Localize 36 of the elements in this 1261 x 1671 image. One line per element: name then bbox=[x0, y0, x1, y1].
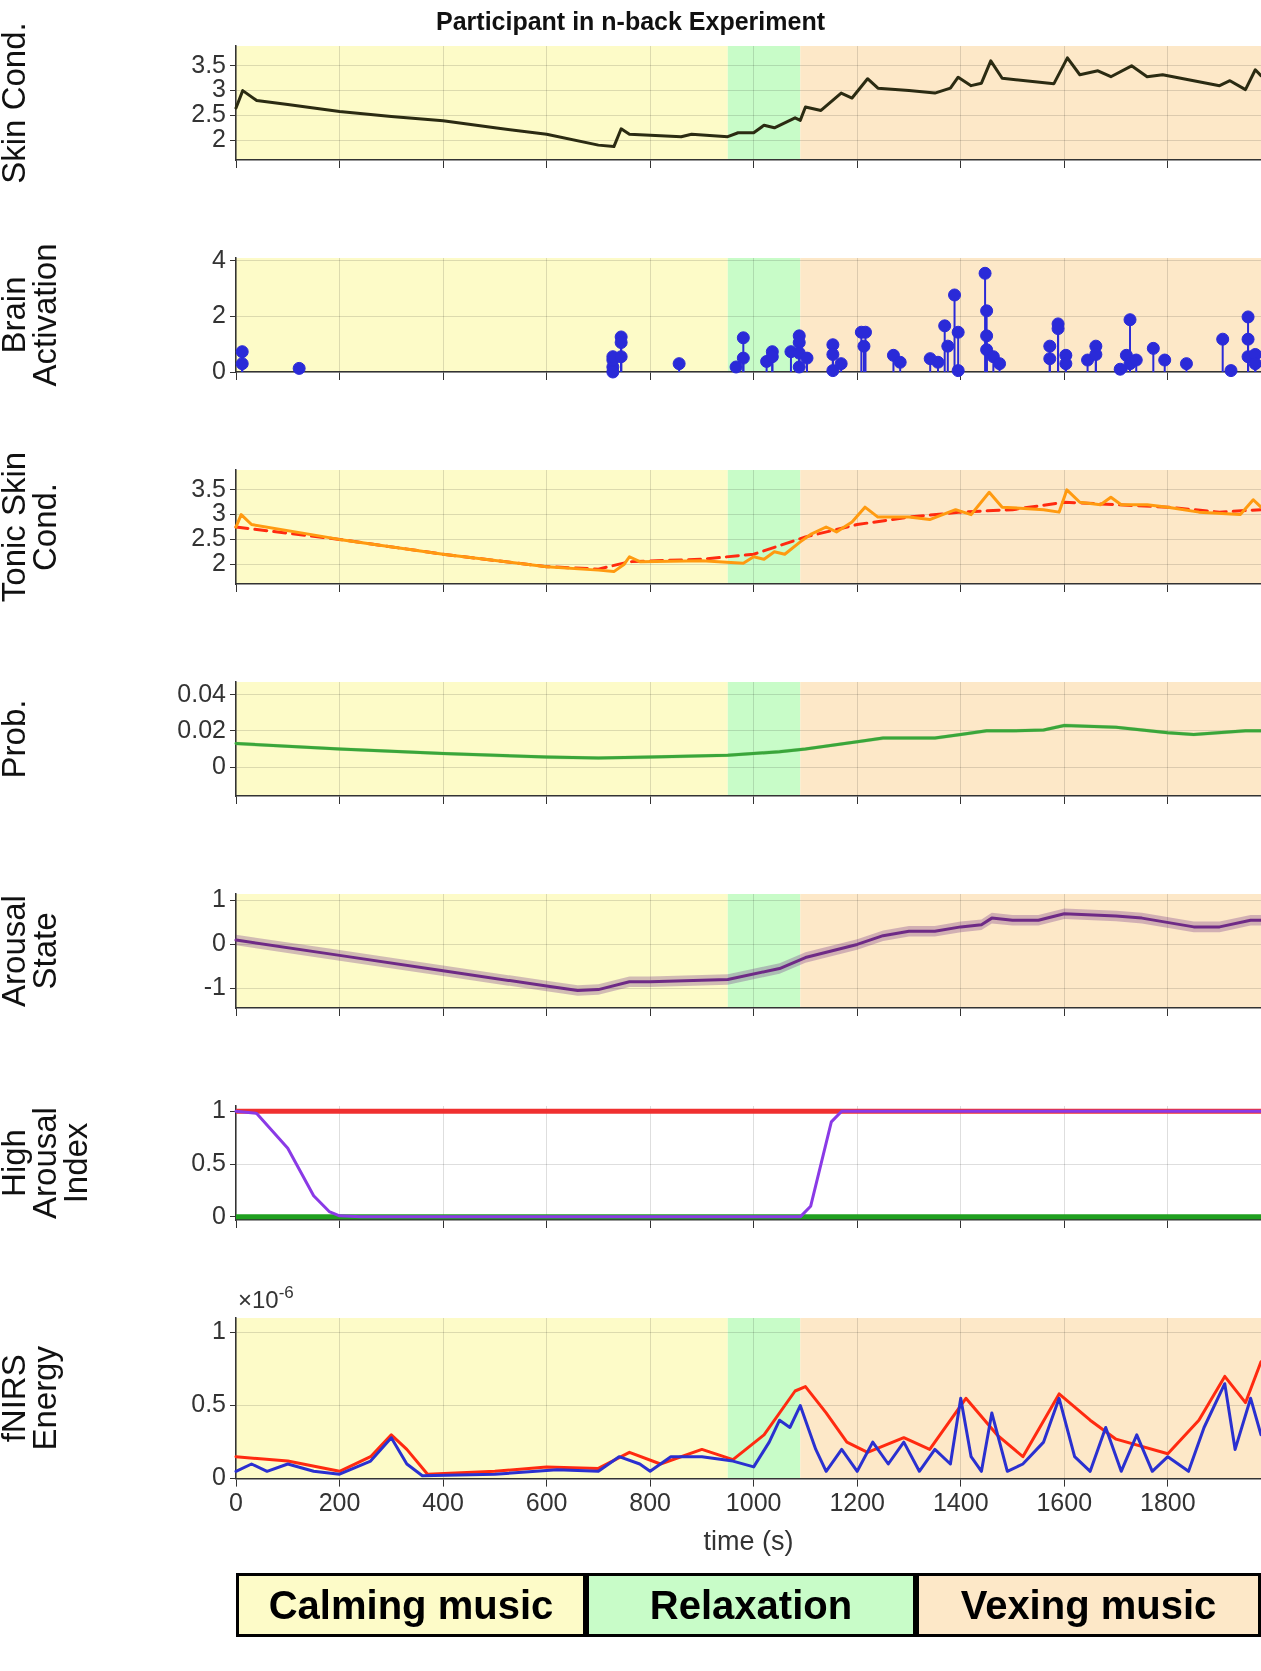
y-tick-label: 4 bbox=[212, 244, 227, 273]
x-tick-label: 200 bbox=[318, 1488, 361, 1517]
y-tick-label: 1 bbox=[212, 1095, 226, 1124]
x-tick-label: 400 bbox=[422, 1488, 464, 1517]
y-axis-title: High Arousal Index bbox=[0, 1107, 95, 1219]
y-tick-label: 0.5 bbox=[191, 1147, 226, 1176]
x-tick-label: 1000 bbox=[725, 1488, 782, 1517]
y-tick-label: 0.5 bbox=[191, 1389, 226, 1418]
y-tick-label: 0 bbox=[212, 750, 226, 779]
y-tick-label: 0.04 bbox=[177, 678, 227, 707]
x-tick-label: 1600 bbox=[1036, 1488, 1093, 1517]
x-axis-title: time (s) bbox=[703, 1526, 794, 1557]
y-tick-label: -1 bbox=[203, 972, 226, 1001]
y-tick-label: 0 bbox=[212, 1200, 226, 1229]
y-tick-label: 0.02 bbox=[177, 714, 226, 743]
text: Relaxation bbox=[586, 1573, 916, 1637]
x-tick-label: 1400 bbox=[932, 1488, 989, 1517]
text: Calming music bbox=[236, 1573, 586, 1637]
x-tick-label: 600 bbox=[525, 1488, 568, 1517]
y-tick-label: 2 bbox=[212, 300, 226, 329]
y-axis-title: Prob. bbox=[0, 699, 32, 779]
y-axis-title: Brain Activation bbox=[0, 243, 64, 387]
y-tick-label: 0 bbox=[212, 355, 226, 384]
y-axis-title: Skin Cond. bbox=[0, 22, 32, 184]
y-tick-label: 0 bbox=[212, 1462, 226, 1491]
y-tick-label: 0 bbox=[212, 928, 226, 957]
y-tick-label: 1 bbox=[212, 884, 226, 913]
y-axis-title: Arousal State bbox=[0, 895, 64, 1007]
chart-title: Participant in n-back Experiment bbox=[436, 6, 826, 35]
text: Vexing music bbox=[916, 1573, 1261, 1637]
y-axis-title: Tonic Skin Cond. bbox=[0, 451, 64, 603]
y-tick-label: 1 bbox=[212, 1316, 226, 1345]
x-tick-label: 1800 bbox=[1140, 1488, 1196, 1517]
x-tick-label: 1200 bbox=[829, 1488, 886, 1517]
y-axis-title: fNIRS Energy bbox=[0, 1345, 64, 1451]
x-tick-label: 800 bbox=[629, 1488, 671, 1517]
